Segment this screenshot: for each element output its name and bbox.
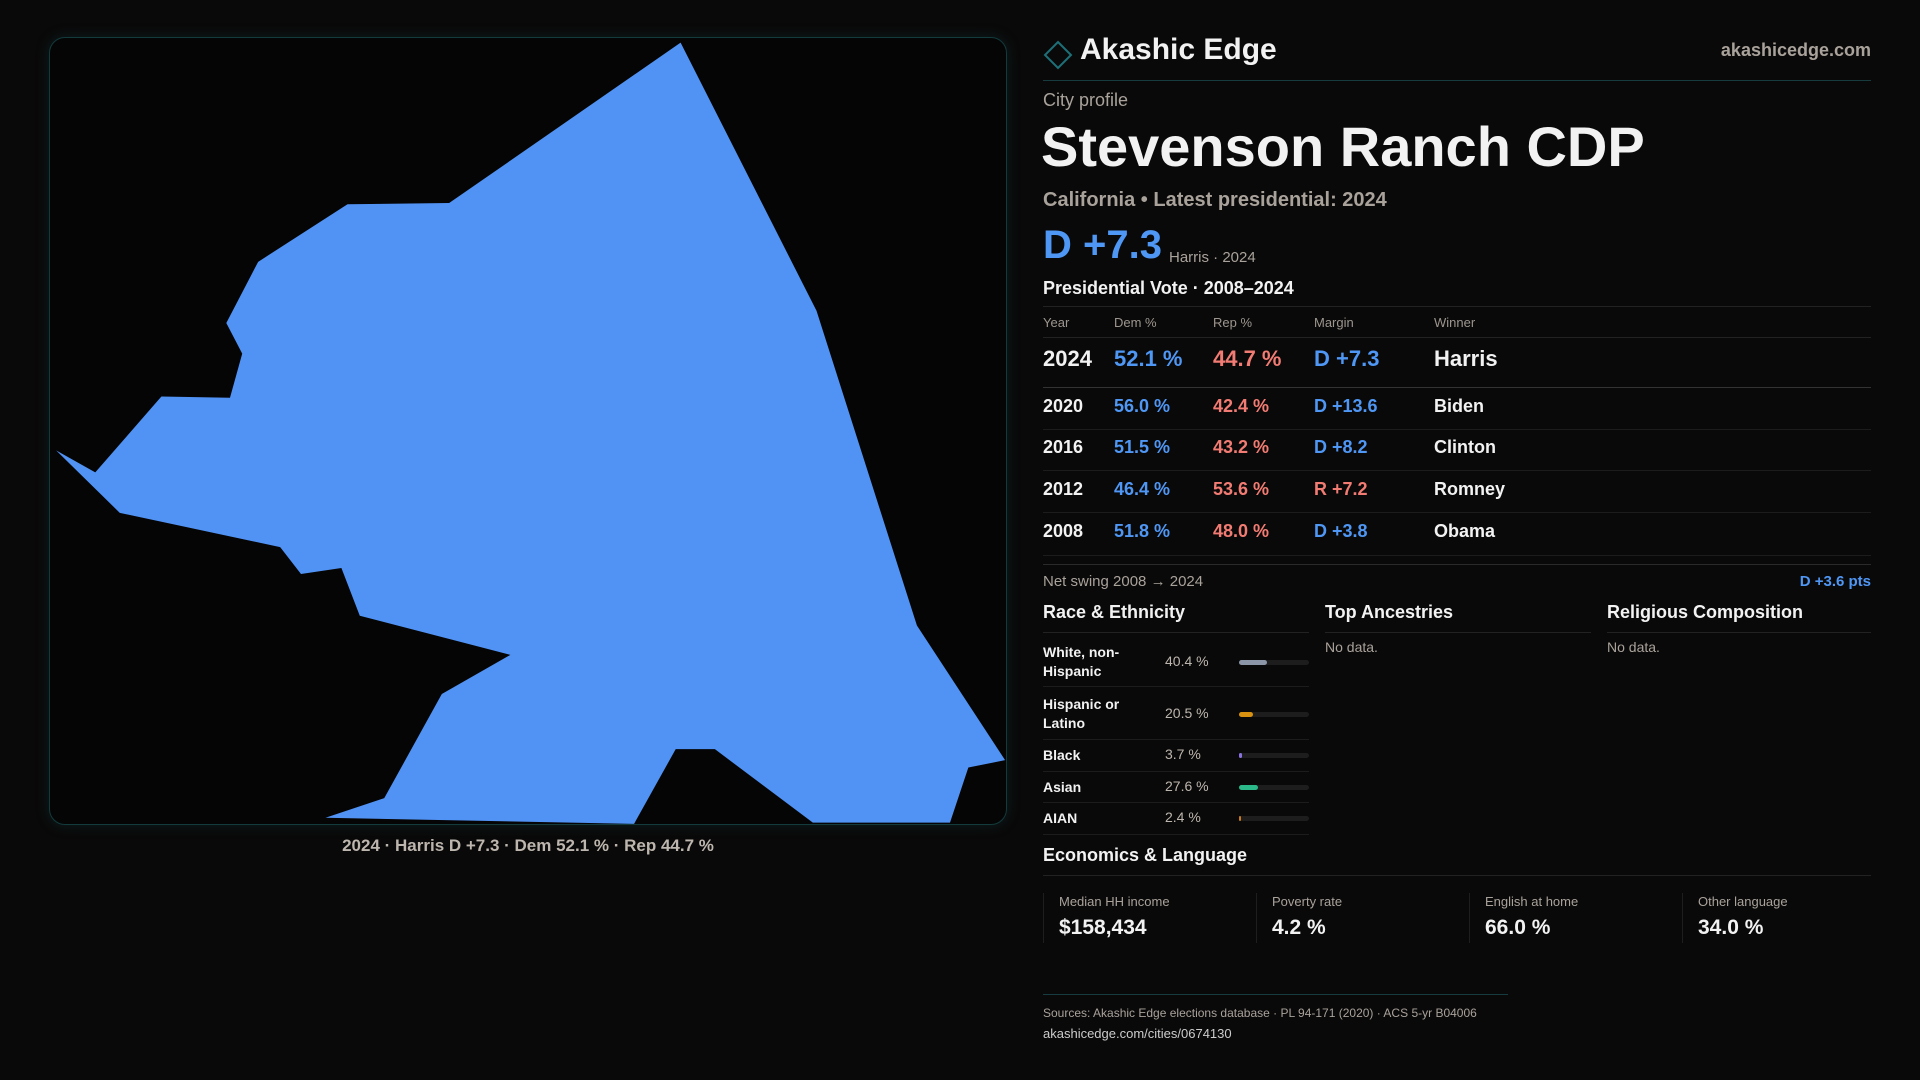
- stat-divider: [1682, 893, 1683, 943]
- cell-rep: 42.4 %: [1213, 396, 1270, 416]
- page-title: Stevenson Ranch CDP: [1041, 115, 1645, 178]
- race-title: Race & Ethnicity: [1043, 602, 1186, 622]
- site-link[interactable]: akashicedge.com: [1720, 40, 1871, 60]
- row-divider: [1043, 470, 1871, 471]
- footer-url[interactable]: akashicedge.com/cities/0674130: [1043, 1026, 1232, 1041]
- cell-margin: R +7.2: [1314, 479, 1368, 499]
- race-label: White, non-Hispanic: [1043, 644, 1120, 679]
- cell-rep: 53.6 %: [1213, 479, 1270, 499]
- cell-dem: 56.0 %: [1114, 396, 1171, 416]
- cell-winner: Clinton: [1434, 437, 1496, 457]
- race-bar-fill: [1239, 753, 1242, 758]
- margin-note: Harris · 2024: [1169, 249, 1256, 266]
- map-caption: 2024 · Harris D +7.3 · Dem 52.1 % · Rep …: [342, 836, 714, 855]
- brand-name: Akashic Edge: [1080, 33, 1277, 66]
- religion-title: Religious Composition: [1607, 602, 1803, 622]
- stat-value: 4.2 %: [1272, 916, 1326, 939]
- col-margin: Margin: [1314, 315, 1354, 330]
- stat-label: Poverty rate: [1272, 894, 1343, 909]
- cell-winner: Harris: [1434, 346, 1498, 371]
- race-value: 40.4 %: [1165, 653, 1209, 669]
- stat-value: 34.0 %: [1698, 916, 1764, 939]
- race-bar-fill: [1239, 712, 1254, 717]
- religion-empty: No data.: [1607, 639, 1660, 655]
- stat-label: Median HH income: [1059, 894, 1170, 909]
- row-divider: [1043, 387, 1871, 388]
- stat-divider: [1469, 893, 1470, 943]
- cell-dem: 51.5 %: [1114, 437, 1171, 457]
- stat-value: $158,434: [1059, 916, 1147, 939]
- cell-margin: D +3.8: [1314, 521, 1368, 541]
- cell-dem: 51.8 %: [1114, 521, 1171, 541]
- logo-diamond-icon: [1043, 40, 1073, 70]
- stat-label: Other language: [1698, 894, 1788, 909]
- race-bar: [1239, 816, 1309, 821]
- race-value: 27.6 %: [1165, 778, 1209, 794]
- city-boundary-shape: [56, 42, 1006, 824]
- race-bar: [1239, 660, 1309, 665]
- cell-rep: 44.7 %: [1213, 346, 1282, 371]
- row-divider: [1043, 771, 1309, 772]
- col-dem: Dem %: [1114, 315, 1157, 330]
- stat-label: English at home: [1485, 894, 1579, 909]
- race-label: Black: [1043, 747, 1081, 763]
- sources: Sources: Akashic Edge elections database…: [1043, 1006, 1477, 1020]
- row-divider: [1043, 429, 1871, 430]
- cell-year: 2012: [1043, 479, 1084, 499]
- subtitle: California • Latest presidential: 2024: [1043, 189, 1387, 211]
- cell-year: 2024: [1043, 346, 1092, 371]
- kicker: City profile: [1043, 90, 1129, 110]
- col-year: Year: [1043, 315, 1070, 330]
- race-bar: [1239, 753, 1309, 758]
- map-panel: [49, 37, 1007, 825]
- race-label: AIAN: [1043, 810, 1078, 826]
- race-value: 2.4 %: [1165, 809, 1201, 825]
- cell-year: 2020: [1043, 396, 1084, 416]
- race-bar-fill: [1239, 816, 1242, 821]
- city-boundary-map: [56, 42, 1006, 824]
- swing-label: Net swing 2008 → 2024: [1043, 573, 1204, 590]
- stat-value: 66.0 %: [1485, 916, 1551, 939]
- cell-year: 2016: [1043, 437, 1084, 457]
- ancestries-empty: No data.: [1325, 639, 1378, 655]
- stat-divider: [1043, 893, 1044, 943]
- cell-rep: 48.0 %: [1213, 521, 1270, 541]
- cell-winner: Biden: [1434, 396, 1485, 416]
- cell-margin: D +8.2: [1314, 437, 1368, 457]
- race-bar-fill: [1239, 660, 1268, 665]
- economics-title: Economics & Language: [1043, 845, 1248, 865]
- race-bar: [1239, 712, 1309, 717]
- race-label: Hispanic or Latino: [1043, 696, 1120, 731]
- row-divider: [1043, 512, 1871, 513]
- cell-winner: Romney: [1434, 479, 1506, 499]
- race-value: 3.7 %: [1165, 746, 1201, 762]
- cell-year: 2008: [1043, 521, 1084, 541]
- cell-margin: D +13.6: [1314, 396, 1378, 416]
- headline-margin: D +7.3: [1043, 223, 1162, 267]
- race-bar-fill: [1239, 785, 1259, 790]
- race-value: 20.5 %: [1165, 705, 1209, 721]
- row-divider: [1043, 555, 1871, 556]
- col-winner: Winner: [1434, 315, 1476, 330]
- row-divider: [1043, 686, 1309, 687]
- votes-title: Presidential Vote · 2008–2024: [1043, 278, 1294, 298]
- cell-margin: D +7.3: [1314, 346, 1380, 371]
- col-rep: Rep %: [1213, 315, 1253, 330]
- cell-dem: 52.1 %: [1114, 346, 1183, 371]
- ancestries-title: Top Ancestries: [1325, 602, 1454, 622]
- race-bar: [1239, 785, 1309, 790]
- row-divider: [1043, 802, 1309, 803]
- swing-value: D +3.6 pts: [1799, 573, 1871, 590]
- race-label: Asian: [1043, 779, 1082, 795]
- cell-dem: 46.4 %: [1114, 479, 1171, 499]
- cell-winner: Obama: [1434, 521, 1496, 541]
- cell-rep: 43.2 %: [1213, 437, 1270, 457]
- row-divider: [1043, 739, 1309, 740]
- stat-divider: [1256, 893, 1257, 943]
- row-divider: [1043, 834, 1309, 835]
